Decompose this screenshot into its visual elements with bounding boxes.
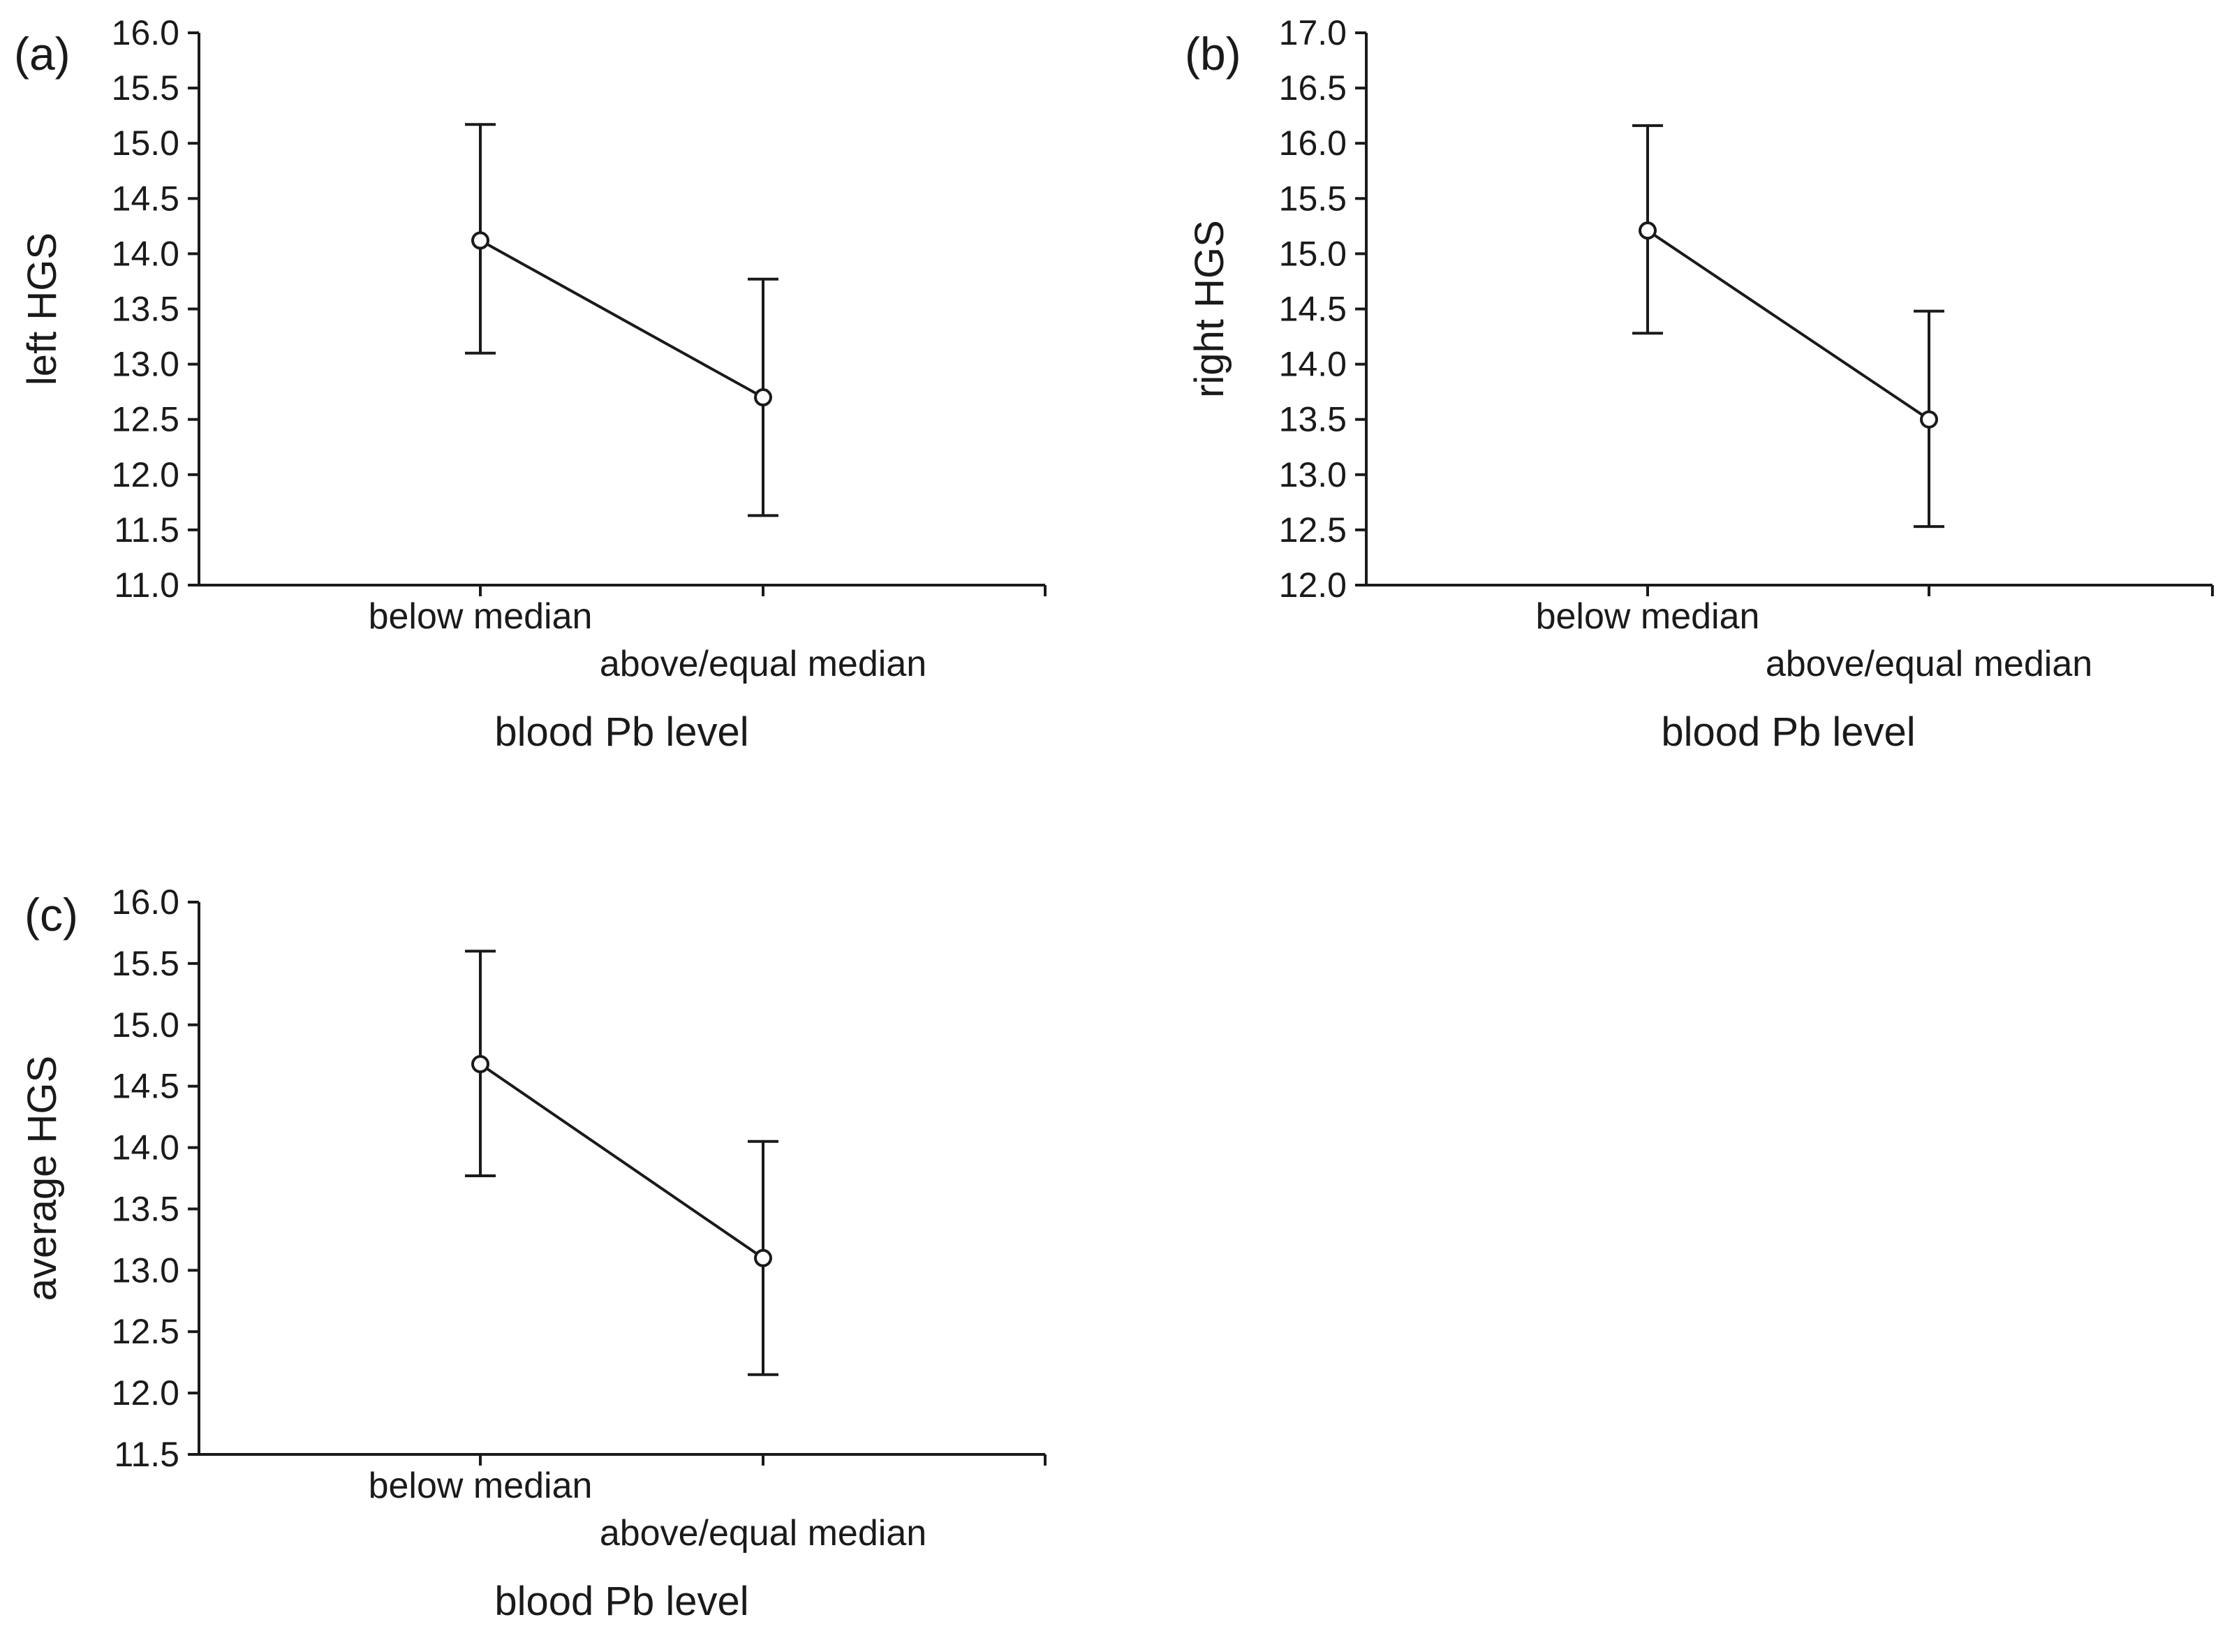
chart-panel: (a) 11.0 11.5 12.0 12.5 13.0 13.5 14.0 14.5 15.0 1… <box>14 13 1047 755</box>
y-tick-label: 14.5 <box>112 179 179 218</box>
y-tick-label: 12.0 <box>1279 566 1347 605</box>
y-tick-label: 11.0 <box>114 566 179 605</box>
y-tick-label: 13.0 <box>112 345 179 384</box>
data-point <box>1920 410 1938 429</box>
y-tick-label: 17.0 <box>1279 13 1347 52</box>
x-category-label: below median <box>1536 596 1760 637</box>
y-tick-label: 16.0 <box>112 883 179 922</box>
y-tick-label: 13.0 <box>1279 455 1347 494</box>
y-tick-label: 13.5 <box>112 1189 179 1228</box>
y-tick-label: 15.0 <box>112 1005 179 1045</box>
y-tick-label: 15.5 <box>112 68 179 108</box>
y-tick-label: 14.0 <box>112 1128 179 1167</box>
y-tick-label: 14.0 <box>1279 345 1347 384</box>
series-line <box>480 239 764 399</box>
y-tick-label: 14.5 <box>1279 290 1347 329</box>
y-tick-label: 12.0 <box>112 1373 179 1413</box>
data-point <box>1639 221 1657 240</box>
x-axis-title: blood Pb level <box>1661 709 1915 755</box>
y-tick-label: 15.0 <box>1279 234 1347 273</box>
chart-panel: (c) 11.5 12.0 12.5 13.0 13.5 14.0 14.5 15.0 15.5 1… <box>20 883 1047 1624</box>
y-tick-label: 16.5 <box>1279 68 1347 108</box>
chart-panel: (b) 12.0 12.5 13.0 13.5 14.0 14.5 15.0 15.5 16.0 1… <box>1185 13 2214 755</box>
y-tick-label: 13.0 <box>112 1251 179 1290</box>
data-point <box>471 1055 489 1074</box>
y-tick-label: 13.5 <box>1279 400 1347 439</box>
y-axis-title: average HGS <box>20 1056 65 1301</box>
x-category-label: below median <box>369 596 593 637</box>
y-tick-label: 11.5 <box>114 1435 179 1474</box>
y-tick-label: 14.5 <box>112 1067 179 1106</box>
y-tick-label: 13.5 <box>112 290 179 329</box>
data-point <box>754 388 772 407</box>
panel-label: (a) <box>14 28 71 80</box>
y-axis-title: right HGS <box>1187 220 1232 398</box>
series-line <box>479 1063 764 1260</box>
x-category-label: below median <box>369 1466 593 1506</box>
x-axis-title: blood Pb level <box>494 1579 748 1624</box>
y-tick-label: 16.0 <box>1279 124 1347 163</box>
y-tick-label: 11.5 <box>114 510 179 550</box>
y-tick-label: 16.0 <box>112 13 179 52</box>
y-tick-label: 15.5 <box>1279 179 1347 218</box>
y-tick-label: 12.5 <box>1279 510 1347 550</box>
x-category-label: above/equal median <box>600 1513 926 1554</box>
x-axis-title: blood Pb level <box>494 709 748 755</box>
data-point <box>754 1248 772 1267</box>
y-tick-label: 15.0 <box>112 124 179 163</box>
panel-label: (b) <box>1185 28 1241 80</box>
y-tick-label: 14.0 <box>112 234 179 273</box>
panel-label: (c) <box>24 889 78 941</box>
y-tick-label: 12.5 <box>112 1312 179 1351</box>
x-category-label: above/equal median <box>1766 644 2092 684</box>
x-category-label: above/equal median <box>600 644 926 684</box>
y-axis-title: left HGS <box>20 233 65 385</box>
data-point <box>471 231 489 250</box>
series-line <box>1646 229 1930 421</box>
y-tick-label: 15.5 <box>112 944 179 983</box>
y-tick-label: 12.0 <box>112 455 179 494</box>
y-tick-label: 12.5 <box>112 400 179 439</box>
